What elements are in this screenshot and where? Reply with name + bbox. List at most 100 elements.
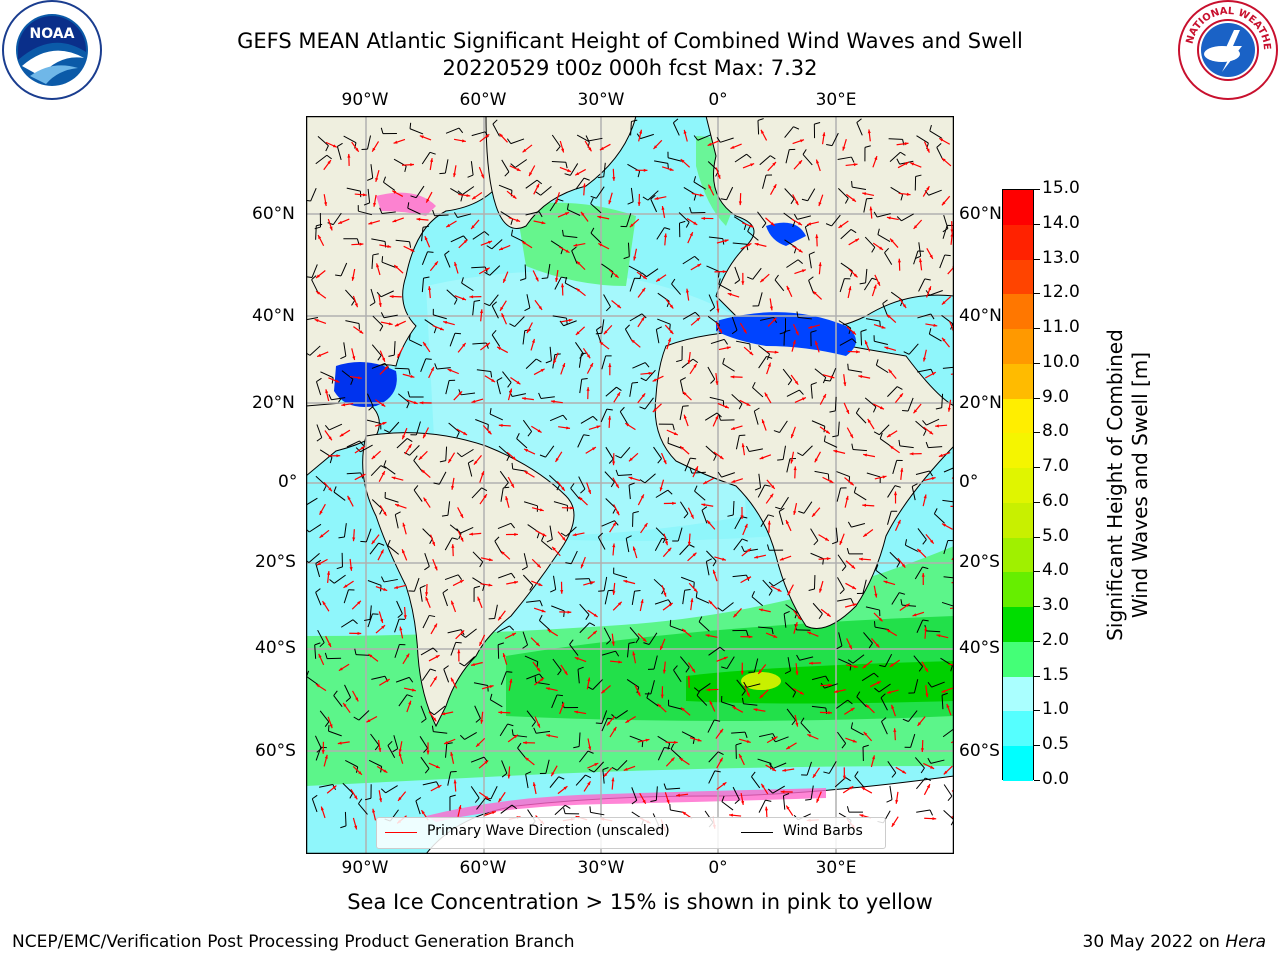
wave-arrow-head [398,797,402,801]
wind-barb [433,731,448,734]
wind-barb-flag [799,389,804,395]
wind-barb [926,418,940,426]
wave-arrow-head [938,453,943,457]
wave-arrow-head [612,177,616,181]
wave-arrow-head [324,202,328,207]
wind-barb [733,538,743,551]
wave-arrow-head [623,580,628,584]
wind-barb-flag [589,806,591,813]
wave-arrow-head [741,800,745,805]
wind-barb [328,423,343,431]
wave-arrow-head [357,600,361,605]
wind-barb [628,485,631,500]
wind-barb-flag [556,146,561,152]
wave-arrow-head [862,664,867,669]
wind-barb [726,656,735,669]
wave-arrow-head [853,163,858,167]
wind-barb [389,421,400,433]
wind-barb-flag [915,174,922,178]
wave-arrow [948,663,954,666]
wind-barb-flag [692,358,699,364]
wind-barb [314,644,317,659]
wind-barb [644,473,656,484]
wave-arrow-head [883,580,888,584]
wind-barb-flag [353,716,360,721]
wind-barb-flag [731,329,738,335]
wind-barb [838,658,852,665]
wind-barb-flag [676,359,683,363]
wind-barb-flag [818,613,823,620]
wave-arrow-head [472,195,476,200]
wave-arrow-head [587,781,591,786]
wind-barb-flag [423,276,430,279]
wave-arrow-head [771,485,775,489]
wave-arrow-head [608,200,612,205]
wind-barb-flag [836,645,843,650]
wind-barb-flag [408,368,411,375]
wind-barb [681,358,694,369]
wave-arrow-head [488,558,493,562]
colorbar-segment [1003,398,1033,434]
wave-arrow-head [512,456,517,460]
wind-barb-flag [738,403,743,410]
wave-arrow-head [538,306,543,310]
wind-barb-flag [616,386,622,391]
wind-barb-flag [805,798,812,801]
wind-barb [860,331,863,346]
wind-barb-flag [423,747,428,753]
wave-arrow-head [758,670,762,674]
wind-barb [942,366,954,369]
wind-barb [563,235,578,239]
wind-barb [421,152,431,165]
wind-barb [831,214,841,227]
wind-barb [315,381,322,396]
wind-barb-flag [467,174,474,178]
wind-barb-flag [441,514,449,517]
wind-barb [786,389,800,397]
wave-arrow-head [640,599,644,604]
wave-arrow-head [576,288,580,292]
wind-barb [779,420,788,433]
wave-arrow-head [917,548,922,553]
wave-arrow-head [601,689,606,694]
wind-barb-flag [354,648,357,655]
wave-arrow-head [488,583,493,587]
wave-arrow-head [741,443,745,448]
wind-barb [653,655,658,670]
wind-barb [856,696,867,708]
wave-arrow-head [509,678,513,683]
wave-arrow-head [385,679,390,683]
wave-arrow-head [902,304,907,309]
colorbar-tickmark [1034,606,1040,608]
wave-arrow-head [662,669,666,674]
wave-arrow-head [639,129,643,134]
wind-barb-flag [628,641,635,644]
wind-barb [784,126,794,138]
wave-arrow-head [463,431,468,435]
wave-arrow-head [933,323,938,327]
wind-barb-flag [690,457,697,460]
wave-arrow-head [479,309,484,314]
wind-barb-flag [793,126,800,130]
wave-arrow-head [565,212,570,216]
wave-arrow-head [715,381,719,385]
wind-barb-flag [625,324,630,330]
wave-arrow-head [893,491,898,496]
wind-barb [759,155,771,166]
wave-arrow-head [682,391,687,396]
wind-barb-flag [656,326,662,330]
wind-barb [670,625,684,632]
colorbar-tickmark [1034,293,1040,295]
wind-barb [545,759,550,774]
wind-barb-flag [524,307,531,312]
wave-arrow-head [562,363,566,368]
wave-arrow-head [692,552,697,557]
wind-barb-flag [685,221,690,228]
wind-barb [540,185,552,196]
wind-barb-flag [679,220,686,224]
wind-barb [757,120,760,135]
wind-barb [522,631,529,646]
footer-credit: NCEP/EMC/Verification Post Processing Pr… [12,932,575,952]
wind-barb-flag [474,299,481,302]
wind-barb-flag [862,744,869,748]
